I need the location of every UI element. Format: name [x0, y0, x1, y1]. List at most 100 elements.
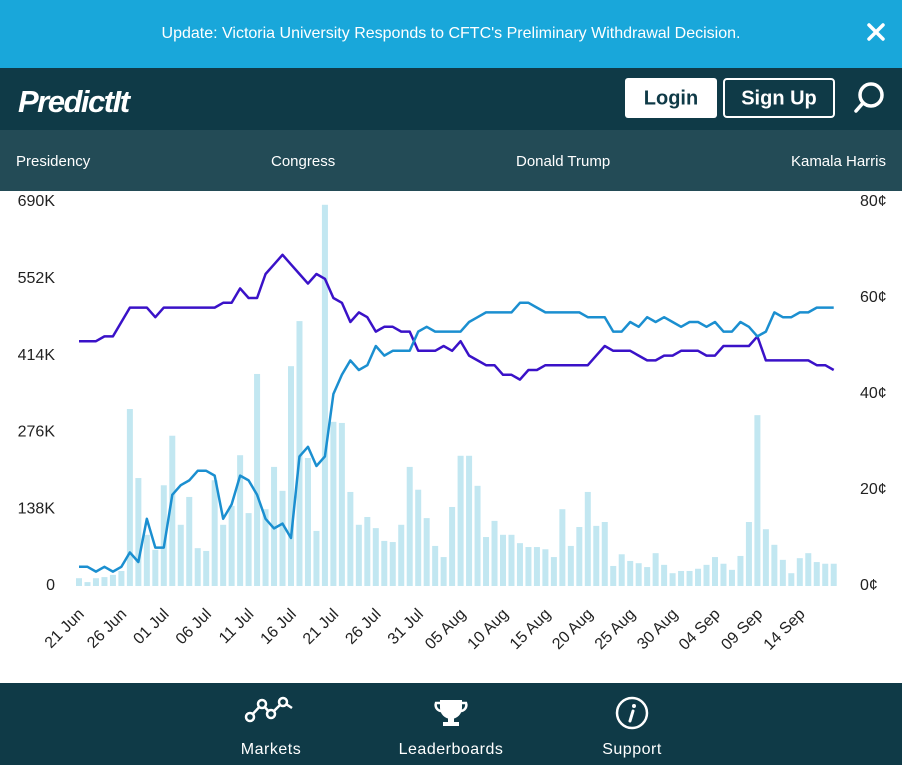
bar — [423, 518, 430, 586]
y2-tick-label: 60¢ — [860, 289, 887, 306]
bar — [483, 537, 490, 586]
bar — [788, 573, 795, 586]
bar — [762, 529, 769, 586]
bar — [686, 570, 693, 586]
bar — [126, 409, 133, 586]
bar — [355, 524, 362, 586]
bar — [186, 496, 193, 586]
bar — [398, 524, 405, 586]
bar — [813, 562, 820, 586]
search-icon[interactable] — [854, 82, 884, 113]
bar — [635, 563, 642, 586]
y2-tick-label: 0¢ — [860, 577, 878, 594]
line — [79, 253, 835, 381]
bar — [754, 415, 761, 586]
bar — [474, 485, 481, 586]
bar — [728, 569, 735, 586]
bar — [805, 553, 812, 586]
bar — [389, 542, 396, 586]
bar — [542, 549, 549, 586]
bar — [177, 524, 184, 586]
bar — [516, 543, 523, 586]
line — [79, 301, 834, 573]
bar — [415, 489, 422, 586]
bar — [712, 557, 718, 586]
nav-bar — [0, 130, 902, 191]
bar — [288, 366, 294, 586]
bar — [601, 522, 608, 586]
bar — [313, 530, 320, 586]
bar — [237, 455, 244, 586]
banner-text[interactable]: Update: Victoria University Responds to … — [162, 25, 741, 42]
bar — [220, 524, 227, 586]
bar — [627, 560, 634, 586]
bar — [830, 563, 837, 586]
y2-tick-label: 80¢ — [860, 193, 887, 210]
bar — [550, 557, 557, 586]
bar — [779, 559, 786, 586]
logo[interactable]: PredictIt — [18, 84, 133, 119]
bar — [533, 547, 540, 586]
bar — [745, 522, 752, 586]
bar — [321, 204, 328, 587]
close-button[interactable] — [867, 23, 885, 41]
bar — [245, 513, 252, 586]
bar — [567, 545, 574, 586]
y-tick-label: 276K — [18, 424, 56, 441]
bar — [508, 534, 515, 586]
bar — [381, 540, 388, 586]
bar — [211, 480, 218, 586]
bar — [737, 555, 744, 586]
bar — [194, 548, 201, 586]
bar — [440, 557, 447, 586]
footer-item[interactable]: Leaderboards — [399, 741, 504, 758]
y-tick-label: 0 — [46, 577, 55, 594]
markets-icon[interactable] — [244, 696, 293, 723]
bar — [271, 466, 278, 586]
bar — [661, 564, 668, 586]
bar — [593, 525, 600, 586]
login-button[interactable] — [625, 78, 717, 118]
bar — [92, 578, 99, 586]
nav-item[interactable]: Donald Trump — [516, 153, 610, 170]
bar — [76, 578, 82, 586]
bar — [525, 547, 532, 586]
bar — [695, 568, 702, 586]
bar — [652, 553, 659, 586]
bar — [135, 478, 142, 586]
footer-item[interactable]: Markets — [241, 741, 301, 758]
bar — [584, 491, 591, 586]
leaderboards-icon[interactable] — [434, 700, 468, 726]
support-icon[interactable] — [615, 696, 649, 730]
nav-item[interactable]: Kamala Harris — [791, 153, 886, 170]
signup-label[interactable]: Sign Up — [741, 87, 817, 109]
bar — [84, 582, 91, 586]
bar — [644, 567, 651, 586]
bar — [262, 509, 269, 586]
bar — [372, 528, 379, 586]
bar — [109, 574, 116, 586]
y2-tick-label: 40¢ — [860, 385, 887, 402]
nav-item[interactable]: Presidency — [16, 153, 91, 170]
bar — [118, 570, 125, 586]
bar — [491, 520, 498, 586]
bar — [449, 506, 456, 586]
y2-tick-label: 20¢ — [860, 481, 887, 498]
bar — [254, 373, 261, 586]
chart-area — [0, 191, 902, 683]
login-label[interactable]: Login — [644, 87, 698, 109]
bar — [796, 558, 803, 586]
y-tick-label: 138K — [18, 500, 56, 517]
footer-item[interactable]: Support — [602, 741, 662, 758]
bar — [703, 564, 710, 586]
nav-item[interactable]: Congress — [271, 153, 335, 170]
bar — [152, 549, 159, 586]
bar — [160, 485, 167, 586]
bar — [559, 509, 566, 586]
bar — [610, 565, 617, 586]
y-tick-label: 414K — [18, 347, 56, 364]
signup-button[interactable] — [723, 78, 835, 118]
bar — [338, 422, 345, 586]
banner — [0, 0, 902, 68]
